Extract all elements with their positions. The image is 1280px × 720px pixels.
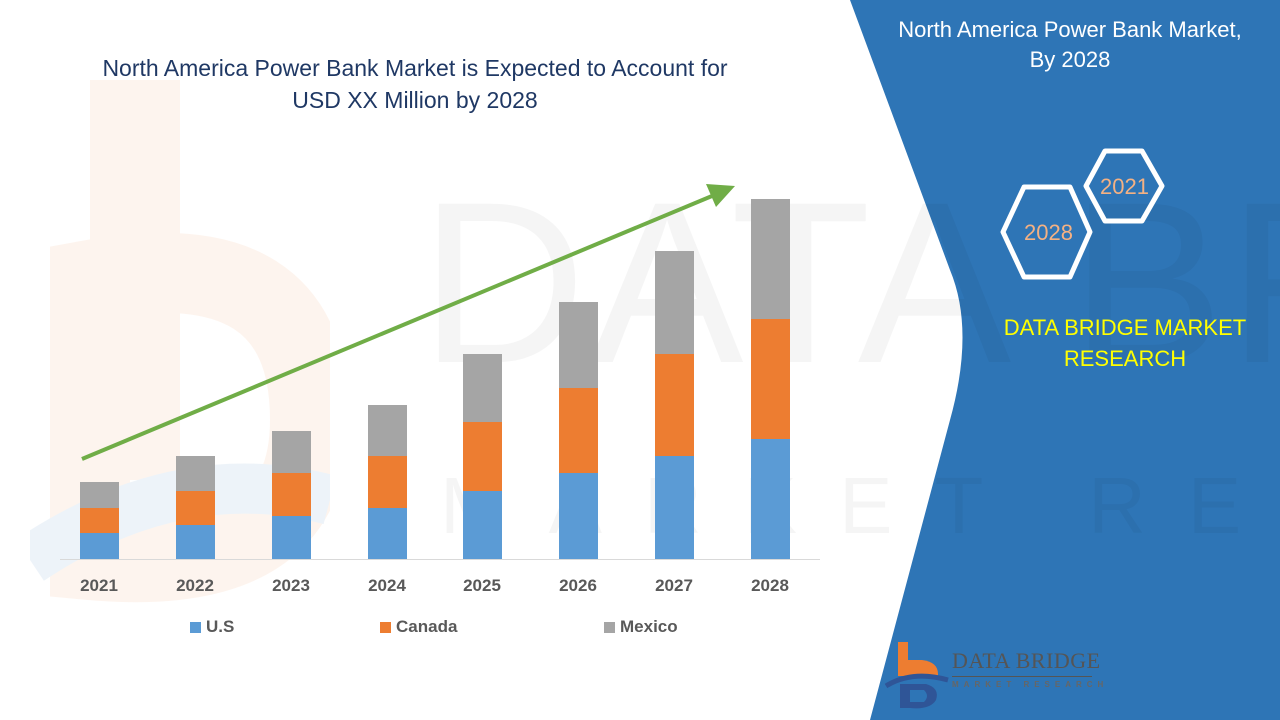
legend-item-mexico: Mexico xyxy=(604,617,678,637)
bar-segment-us xyxy=(750,439,790,559)
bar-segment-us xyxy=(79,533,119,559)
chart-title-line2: USD XX Million by 2028 xyxy=(292,87,538,113)
legend-label-canada: Canada xyxy=(396,617,458,636)
legend-label-mexico: Mexico xyxy=(620,617,678,636)
hex-year-2028: 2028 xyxy=(1024,220,1073,245)
bar-2022 xyxy=(175,456,215,559)
logo-divider xyxy=(952,676,1092,677)
chart-legend: U.S Canada Mexico xyxy=(0,617,820,641)
x-tick-label: 2024 xyxy=(368,576,406,595)
x-tick-label: 2025 xyxy=(463,576,501,595)
x-axis-line xyxy=(60,559,820,560)
x-tick-label: 2023 xyxy=(272,576,310,595)
brand-name: DATA BRIDGE MARKET RESEARCH xyxy=(980,312,1270,374)
hexagon-badges-icon xyxy=(1000,148,1165,280)
brand-line2: RESEARCH xyxy=(1063,346,1187,371)
bar-segment-mexico xyxy=(558,302,598,388)
bar-segment-mexico xyxy=(175,456,215,491)
bar-segment-mexico xyxy=(462,354,502,422)
legend-item-us: U.S xyxy=(190,617,234,637)
bar-segment-canada xyxy=(462,422,502,491)
bar-2024 xyxy=(367,405,407,559)
bar-2023 xyxy=(271,431,311,559)
legend-label-us: U.S xyxy=(206,617,235,636)
bar-segment-us xyxy=(271,516,311,559)
logo-wordmark: DATA BRIDGE xyxy=(952,648,1101,673)
bar-segment-us xyxy=(175,525,215,559)
bar-segment-mexico xyxy=(79,482,119,508)
legend-swatch-us xyxy=(190,621,201,633)
bar-segment-mexico xyxy=(654,251,694,354)
x-tick-label: 2021 xyxy=(80,576,118,595)
bar-segment-canada xyxy=(79,508,119,533)
legend-swatch-canada xyxy=(380,621,391,633)
hex-year-2021: 2021 xyxy=(1100,174,1149,199)
bar-segment-canada xyxy=(558,388,598,473)
bar-segment-us xyxy=(558,473,598,559)
chart-title-line1: North America Power Bank Market is Expec… xyxy=(102,55,728,81)
bar-segment-canada xyxy=(175,491,215,525)
bar-segment-canada xyxy=(367,456,407,508)
company-logo: DATA BRIDGE MARKET RESEARCH xyxy=(882,640,1103,710)
chart-title: North America Power Bank Market is Expec… xyxy=(60,52,770,116)
bar-segment-canada xyxy=(654,354,694,456)
legend-swatch-mexico xyxy=(604,621,615,633)
bar-2027 xyxy=(654,251,694,559)
bar-segment-mexico xyxy=(367,405,407,456)
legend-item-canada: Canada xyxy=(380,617,457,637)
side-title-line2: By 2028 xyxy=(1029,47,1111,72)
bar-2021 xyxy=(79,482,119,559)
bar-2026 xyxy=(558,302,598,559)
bar-segment-mexico xyxy=(750,199,790,319)
brand-line1: DATA BRIDGE MARKET xyxy=(1003,315,1247,340)
x-tick-label: 2026 xyxy=(559,576,597,595)
logo-b-icon xyxy=(884,642,949,709)
bar-segment-us xyxy=(654,456,694,559)
x-tick-label: 2028 xyxy=(751,576,789,595)
x-tick-label: 2027 xyxy=(655,576,693,595)
bar-segment-mexico xyxy=(271,431,311,473)
side-panel-title: North America Power Bank Market, By 2028 xyxy=(870,15,1270,75)
logo-subtext: MARKET RESEARCH xyxy=(952,680,1109,689)
bar-segment-us xyxy=(367,508,407,559)
bar-2025 xyxy=(462,354,502,559)
bar-segment-canada xyxy=(271,473,311,516)
side-title-line1: North America Power Bank Market, xyxy=(898,17,1242,42)
x-tick-label: 2022 xyxy=(176,576,214,595)
bar-segment-canada xyxy=(750,319,790,439)
bar-segment-us xyxy=(462,491,502,559)
bar-2028 xyxy=(750,199,790,559)
